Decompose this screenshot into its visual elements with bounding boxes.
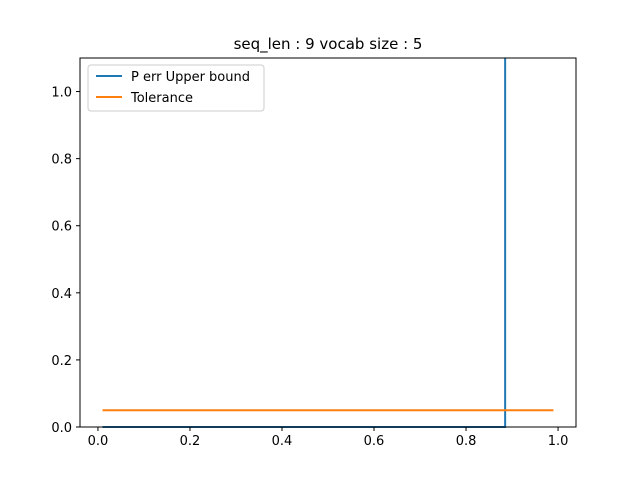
legend-label-tolerance: Tolerance [130,91,193,106]
x-tick-label: 0.8 [456,434,477,449]
chart-title: seq_len : 9 vocab size : 5 [234,35,423,54]
y-tick-label: 1.0 [51,86,72,101]
y-tick-label: 0.4 [51,287,72,302]
y-tick-label: 0.0 [51,421,72,436]
x-tick-label: 0.4 [272,434,293,449]
x-tick-label: 1.0 [548,434,569,449]
legend-label-p-err-upper-bound: P err Upper bound [131,70,250,85]
legend-box [87,64,265,112]
y-tick-label: 0.2 [51,354,72,369]
x-tick-label: 0.0 [88,434,109,449]
legend: P err Upper bound Tolerance [87,64,265,112]
x-axis: 0.0 0.2 0.4 0.6 0.8 1.0 [88,427,569,449]
y-tick-label: 0.8 [51,153,72,168]
y-tick-label: 0.6 [51,220,72,235]
x-tick-label: 0.2 [180,434,201,449]
x-tick-label: 0.6 [364,434,385,449]
y-axis: 0.0 0.2 0.4 0.6 0.8 1.0 [51,86,80,436]
plot-frame [79,57,577,428]
